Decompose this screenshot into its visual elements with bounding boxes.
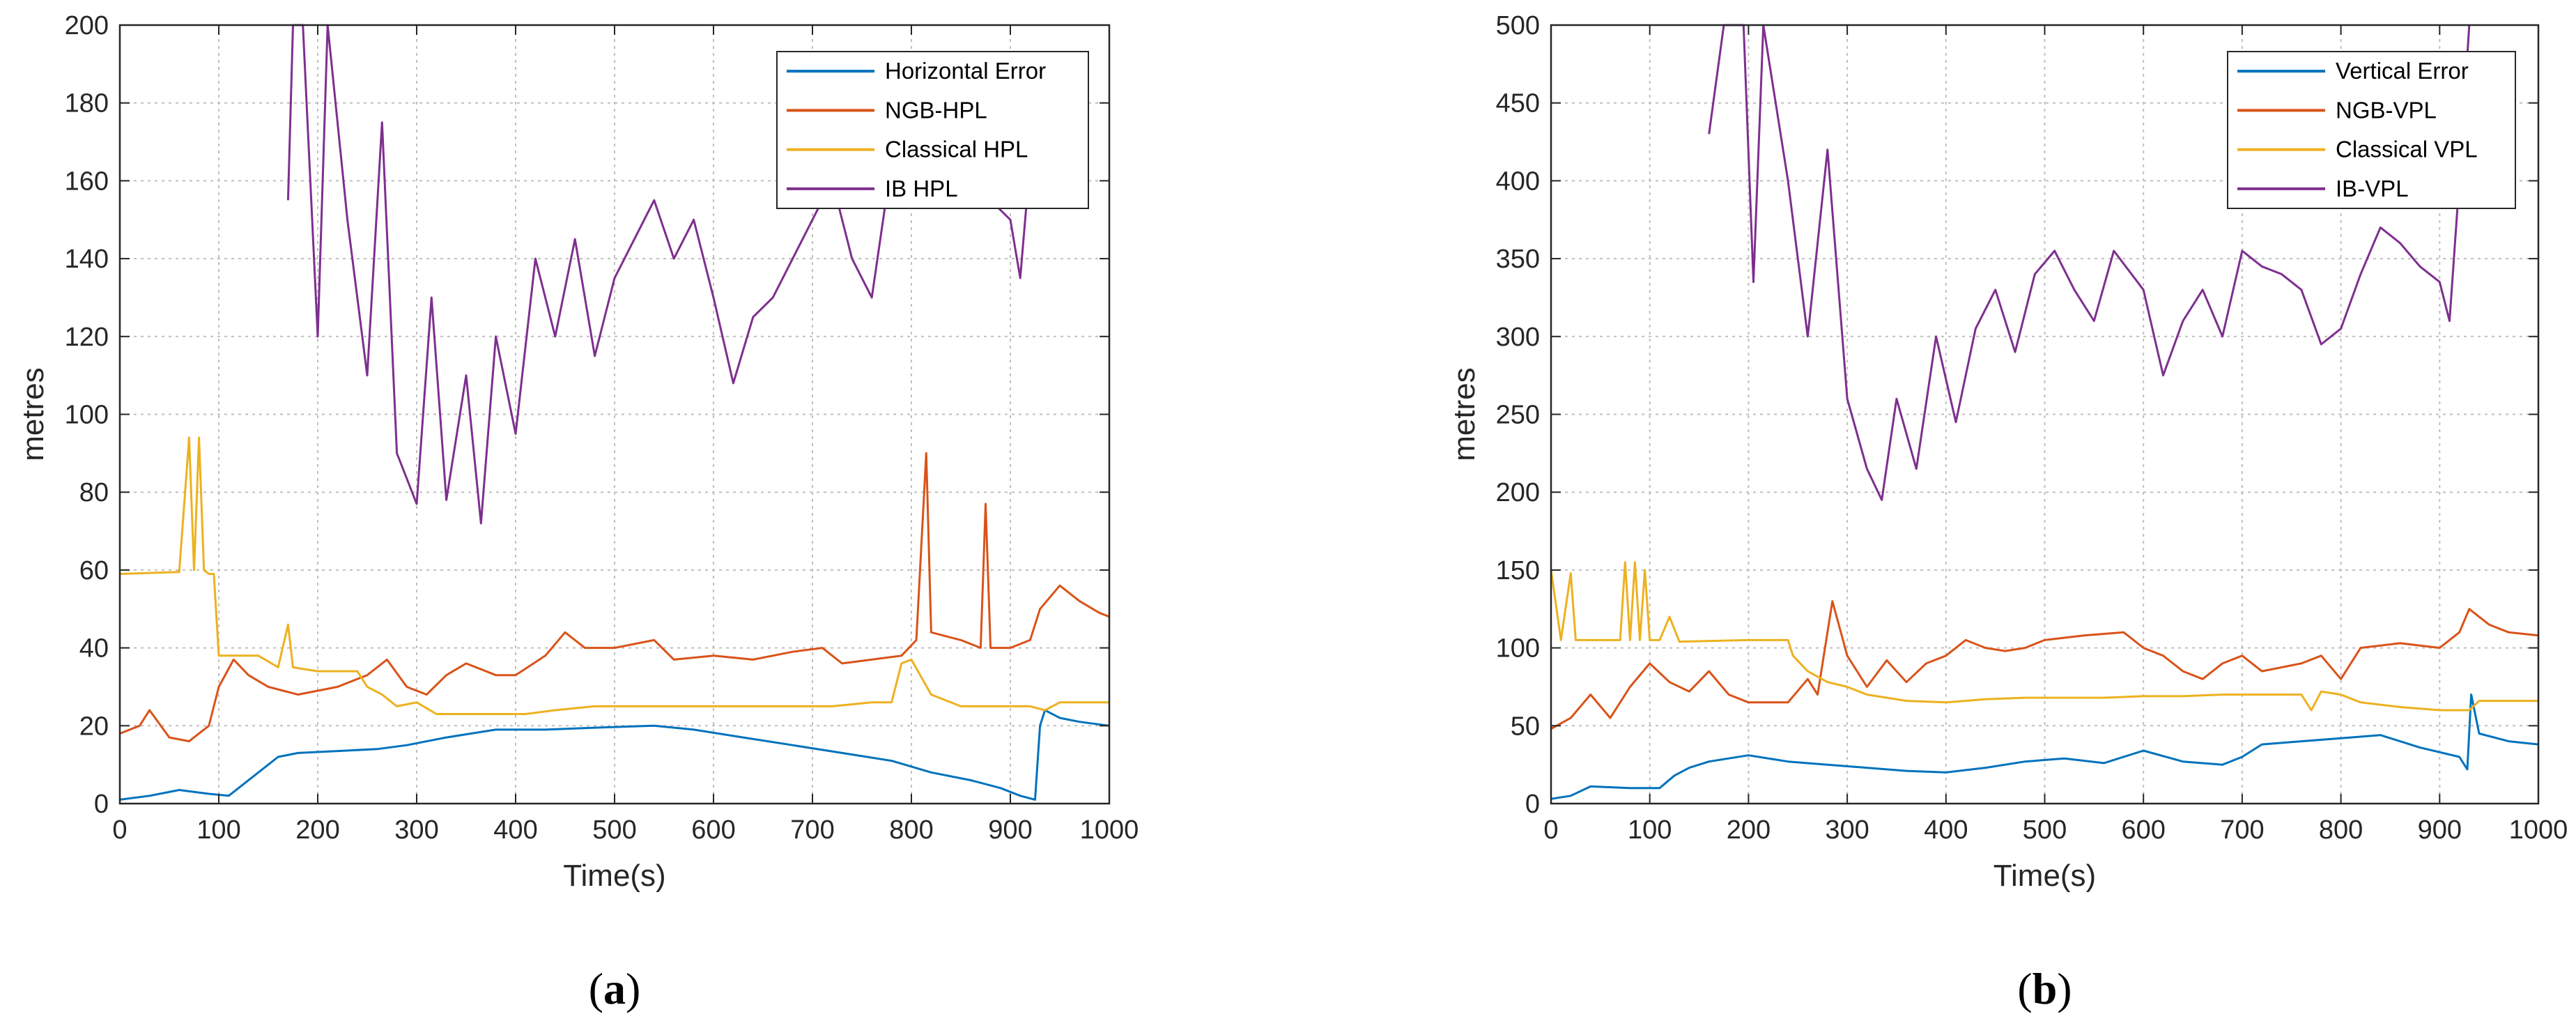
chart-b-x-tick-label: 900 <box>2418 815 2462 845</box>
chart-b-series-layer <box>1550 24 2539 800</box>
chart-b-y-tick-label: 500 <box>1496 11 1540 40</box>
chart-b-caption-open-paren: ( <box>2017 964 2032 1013</box>
chart-b-x-tick-label: 100 <box>1628 815 1672 845</box>
chart-a-series-classical-hpl <box>119 436 1109 715</box>
chart-a-x-tick-label: 400 <box>493 815 537 845</box>
chart-a-y-axis-label: metres <box>16 367 50 461</box>
chart-b-x-tick-label: 1000 <box>2509 815 2568 845</box>
chart-b-legend: Vertical Error NGB-VPL Classical VPL IB-VPL <box>2227 51 2516 209</box>
chart-a-caption-letter: a <box>603 964 626 1013</box>
chart-a-y-tick-label: 80 <box>79 478 109 507</box>
chart-a-y-tick-label: 200 <box>65 11 109 40</box>
chart-panel-b: 0 100 200 300 400 500 600 700 800 900 1000 0 50 100 1… <box>1447 11 2568 1013</box>
chart-a-legend-box <box>776 51 1089 209</box>
chart-b-y-axis-label: metres <box>1447 367 1481 461</box>
chart-b-x-tick-label: 500 <box>2023 815 2067 845</box>
chart-a-y-axis: 0 20 40 60 80 100 120 140 160 180 200 <box>65 11 1109 819</box>
chart-a-x-tick-label: 0 <box>112 815 127 845</box>
chart-b-x-axis-label: Time(s) <box>1993 859 2096 893</box>
chart-b-x-tick-label: 0 <box>1543 815 1558 845</box>
chart-b-x-tick-label: 800 <box>2319 815 2363 845</box>
chart-a-y-tick-label: 100 <box>65 401 109 430</box>
chart-a-y-tick-label: 0 <box>94 790 109 819</box>
chart-b-series-ngb-vpl <box>1550 600 2539 730</box>
chart-a-x-axis-label: Time(s) <box>563 859 665 893</box>
chart-b-x-tick-label: 400 <box>1924 815 1968 845</box>
chart-a-x-tick-label: 200 <box>295 815 339 845</box>
chart-a-x-tick-label: 300 <box>394 815 438 845</box>
chart-a-legend-label: Horizontal Error <box>885 58 1046 84</box>
chart-panel-a: 0 100 200 300 400 500 600 700 800 900 1000 0 20 40 60… <box>16 11 1139 1013</box>
chart-b-legend-label: Classical VPL <box>2336 137 2478 162</box>
chart-b-x-tick-label: 200 <box>1727 815 1771 845</box>
chart-b-y-tick-label: 150 <box>1496 556 1540 585</box>
chart-a-y-tick-label: 60 <box>79 556 109 585</box>
chart-b-x-tick-label: 300 <box>1825 815 1869 845</box>
chart-a-series-ngb-hpl <box>119 452 1110 743</box>
chart-a-legend-label: Classical HPL <box>885 137 1028 162</box>
chart-b-legend-label: NGB-VPL <box>2336 97 2437 123</box>
chart-b-caption: (b) <box>2017 964 2072 1013</box>
chart-a-legend-label: IB HPL <box>885 176 958 201</box>
chart-a-y-tick-label: 20 <box>79 712 109 741</box>
chart-a-gridlines <box>120 25 1109 804</box>
chart-b-x-tick-label: 700 <box>2220 815 2264 845</box>
chart-b-y-tick-label: 50 <box>1511 712 1540 741</box>
chart-b-x-axis: 0 100 200 300 400 500 600 700 800 900 1000 <box>1543 25 2568 845</box>
chart-a-y-tick-label: 140 <box>65 245 109 274</box>
chart-a-x-tick-label: 900 <box>988 815 1032 845</box>
chart-a-y-tick-label: 180 <box>65 89 109 118</box>
chart-b-y-tick-label: 350 <box>1496 245 1540 274</box>
chart-b-y-tick-label: 450 <box>1496 89 1540 118</box>
chart-b-gridlines <box>1551 25 2538 804</box>
chart-b-y-axis: 0 50 100 150 200 250 300 350 400 450 500 <box>1496 11 2538 819</box>
chart-a-y-tick-label: 40 <box>79 634 109 663</box>
chart-b-y-tick-label: 300 <box>1496 323 1540 352</box>
chart-a-x-axis: 0 100 200 300 400 500 600 700 800 900 1000 <box>112 25 1139 845</box>
chart-a-legend-label: NGB-HPL <box>885 97 987 123</box>
chart-b-y-tick-label: 400 <box>1496 167 1540 196</box>
chart-a-x-tick-label: 600 <box>691 815 735 845</box>
chart-b-caption-close-paren: ) <box>2057 964 2072 1013</box>
chart-b-y-tick-label: 100 <box>1496 634 1540 663</box>
chart-a-x-tick-label: 700 <box>790 815 834 845</box>
chart-a-y-tick-label: 160 <box>65 167 109 196</box>
chart-b-y-tick-label: 200 <box>1496 478 1540 507</box>
chart-a-caption-close-paren: ) <box>626 964 640 1013</box>
chart-a-x-tick-label: 1000 <box>1080 815 1139 845</box>
chart-a-legend: Horizontal Error NGB-HPL Classical HPL IB H… <box>776 51 1089 209</box>
chart-a-x-tick-label: 500 <box>592 815 636 845</box>
chart-b-legend-box <box>2227 51 2516 209</box>
chart-b-series-classical-vpl <box>1550 561 2538 712</box>
chart-a-caption-open-paren: ( <box>589 964 603 1013</box>
chart-b-series-vertical-error <box>1550 693 2539 800</box>
chart-a-series-horizontal-error <box>119 709 1110 801</box>
chart-b-y-tick-label: 0 <box>1525 790 1540 819</box>
chart-a-caption: (a) <box>589 964 641 1013</box>
chart-b-legend-label: IB-VPL <box>2336 176 2409 201</box>
chart-b-legend-label: Vertical Error <box>2336 58 2469 84</box>
chart-a-x-tick-label: 800 <box>889 815 933 845</box>
chart-b-y-tick-label: 250 <box>1496 401 1540 430</box>
chart-b-x-tick-label: 600 <box>2121 815 2165 845</box>
chart-b-caption-letter: b <box>2033 964 2058 1013</box>
chart-a-y-tick-label: 120 <box>65 323 109 352</box>
chart-a-x-tick-label: 100 <box>196 815 240 845</box>
chart-b-series-ib-vpl <box>1708 24 2471 501</box>
